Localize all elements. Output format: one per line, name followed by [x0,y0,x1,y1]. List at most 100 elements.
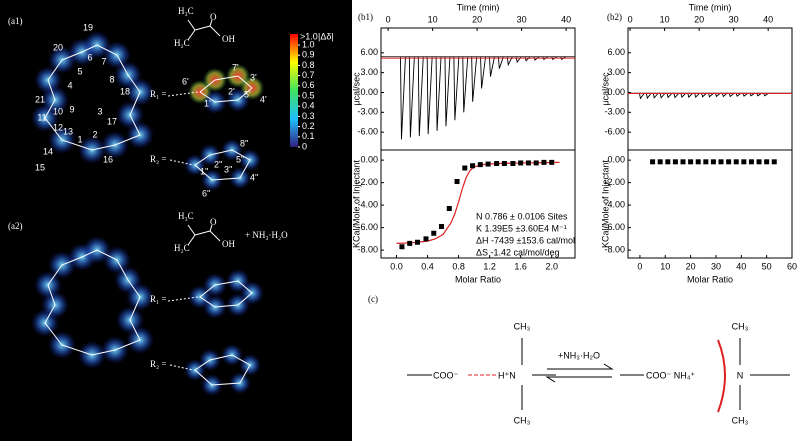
atom-number: 3' [250,72,257,82]
x-tick-label: 0 [628,14,633,24]
injection-peak [645,92,652,100]
colorbar-tick-label: 0.9 [302,50,315,60]
injection-peak [666,92,673,99]
y-tick-label: -2.00 [357,177,378,187]
atom-number: 1 [77,134,82,144]
x-tick-label: 0 [637,261,642,271]
chart: 6.00 3.00 0.00 -3.00 -6.00 0 10 20 30 40 Time (min… [351,2,576,151]
panel-label: (a2) [8,221,23,231]
data-point [501,161,507,166]
data-point [665,159,671,165]
sugar-ring [194,354,251,386]
data-point [657,159,663,165]
atom-number: 4' [260,94,267,104]
panel-a: (a1) R₁ = R₂ = H₃C H₂C O OH (a2) R₁ = R₂ = H₃C H₂C O… [8,6,334,396]
atom-number: 6' [182,76,189,86]
group-label: H⁺N [498,370,516,380]
data-point [431,230,437,236]
x-tick-label: 0.8 [452,261,465,271]
atom-number: 6 [87,52,92,62]
data-point [494,161,500,166]
atom-number: 15 [35,162,45,172]
injection-peak [435,56,442,131]
atom-number: 7' [232,62,239,72]
x-axis-label: Time (min) [689,2,732,12]
data-point [470,163,476,169]
data-point [454,179,460,184]
atom-number: 2'' [214,159,223,169]
atom-number: 7 [101,56,106,66]
group-label: COO⁻ [433,370,459,380]
structure-label: H₂C [174,243,190,253]
reagent-label: + NH₃·H₂O [245,230,288,240]
sugar-ring [194,149,251,181]
y-tick-label: -2.00 [604,177,625,187]
injection-peak [480,56,487,89]
y-tick-label: -4.00 [604,200,625,210]
panel-label: (b2) [607,12,622,22]
atom-number: 3'' [224,164,233,174]
injection-peak [497,56,504,69]
structure-label: O [210,217,217,227]
y-tick-label: -6.00 [357,222,378,232]
injection-peak [708,92,714,98]
data-point [477,162,483,168]
x-tick-label: 10 [428,14,438,24]
data-point [446,206,452,211]
group-label: N [737,370,744,380]
atom-number: 8'' [240,138,249,148]
atom-number: 4 [67,80,72,90]
injection-peak [659,92,666,99]
x-tick-label: 10 [660,14,670,24]
data-point [695,159,701,165]
plot-frame [380,149,576,259]
y-tick-label: -6.00 [604,222,625,232]
atom-number: 19 [83,22,93,32]
atom-number: 20 [53,42,63,52]
colorbar-tick-label: 0.3 [302,111,315,121]
x-tick-label: 30 [729,14,739,24]
fit-annotation: ΔS -1.42 cal/mol/deg [476,247,560,257]
atom-number: 12 [53,122,63,132]
injection-peak [652,92,659,99]
reagent-label: +NH₃·H₂O [558,350,600,360]
data-point [414,239,420,245]
atom-number: 18 [120,86,130,96]
data-point [733,159,739,165]
injection-peak [721,92,728,98]
bond [187,224,221,246]
data-point [423,236,429,242]
group-label: CH₃ [514,415,531,425]
y-tick-label: -6.00 [604,127,625,137]
data-point [710,159,716,165]
colorbar-top-label: >1.0 [300,31,318,41]
atom-number: 1' [204,98,211,108]
x-tick-label: 0.0 [390,261,403,271]
data-point [541,159,547,165]
data-point [439,224,445,229]
r-group-label: R₂ = [150,359,166,369]
atom-number: 6'' [202,188,211,198]
y-tick-label: -8.00 [357,245,378,255]
colorbar-tick-label: 0.5 [302,90,315,100]
x-tick-label: 50 [762,261,772,271]
y-tick-label: -4.00 [357,200,378,210]
atom-number: 10 [53,106,63,116]
fit-annotation: K 1.39E5 ±3.60E4 M⁻¹ [476,223,567,233]
injection-peak [471,56,478,102]
structure-label: O [210,12,217,22]
molecule-ring [44,44,141,151]
bond [167,91,199,97]
plot-frame [627,149,793,259]
structure-label: OH [222,239,235,249]
data-point [485,161,491,167]
atom-number: 11 [37,112,46,122]
atom-number: 5'' [236,154,245,164]
colorbar-tick-label: 0 [302,141,307,151]
data-point [399,244,405,250]
y-tick-label: 3.00 [360,67,378,77]
y-tick-label: 0.00 [360,87,378,97]
chart: 0.00 -2.00 -4.00 -6.00 -8.00 0 10 20 30 40 50 60 Mol… [600,149,797,284]
data-point [756,159,762,165]
